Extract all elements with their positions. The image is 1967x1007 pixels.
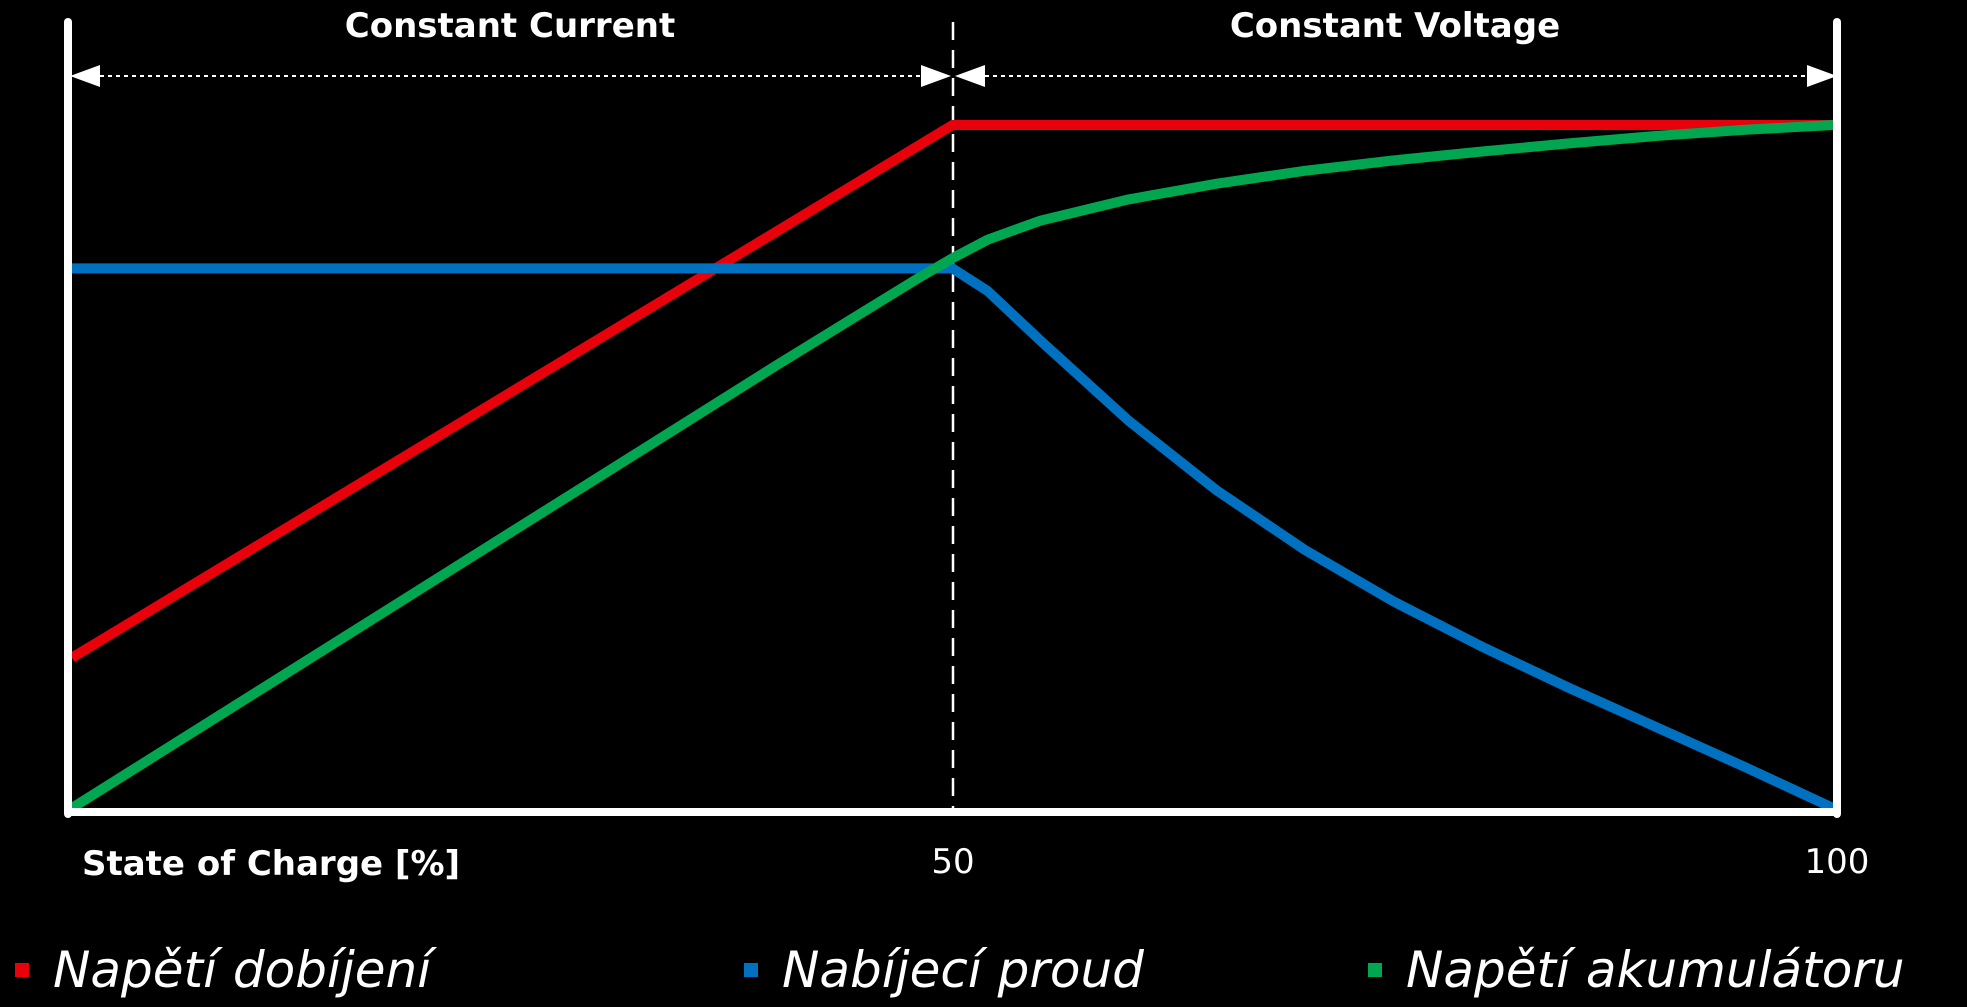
constant-voltage-right-arrowhead bbox=[1807, 65, 1837, 87]
legend-swatch-charging-current bbox=[744, 963, 758, 977]
legend: Napětí dobíjení Nabíjecí proud Napětí ak… bbox=[0, 940, 1967, 1007]
phase-label-constant-current: Constant Current bbox=[345, 6, 675, 46]
x-tick-label-100: 100 bbox=[1805, 842, 1870, 882]
legend-item-battery-voltage: Napětí akumulátoru bbox=[1368, 940, 1905, 1000]
series-line-charging-voltage bbox=[69, 120, 1833, 662]
legend-label-battery-voltage: Napětí akumulátoru bbox=[1406, 941, 1905, 999]
legend-label-charging-current: Nabíjecí proud bbox=[782, 941, 1144, 999]
legend-label-charging-voltage: Napětí dobíjení bbox=[53, 941, 432, 999]
x-axis-label: State of Charge [%] bbox=[82, 844, 460, 884]
phase-span-arrows bbox=[70, 65, 1837, 87]
constant-current-left-arrowhead bbox=[70, 65, 100, 87]
legend-item-charging-voltage: Napětí dobíjení bbox=[15, 940, 431, 1000]
legend-item-charging-current: Nabíjecí proud bbox=[744, 940, 1144, 1000]
cc-cv-charging-chart: Constant Current Constant Voltage State … bbox=[64, 6, 1870, 884]
legend-swatch-battery-voltage bbox=[1368, 963, 1382, 977]
x-tick-label-50: 50 bbox=[931, 842, 974, 882]
constant-current-right-arrowhead bbox=[921, 65, 951, 87]
legend-swatch-charging-voltage bbox=[15, 963, 29, 977]
constant-voltage-left-arrowhead bbox=[955, 65, 985, 87]
series-line-battery-voltage bbox=[69, 120, 1834, 810]
phase-label-constant-voltage: Constant Voltage bbox=[1230, 6, 1560, 46]
series-line-charging-current bbox=[72, 263, 1836, 810]
